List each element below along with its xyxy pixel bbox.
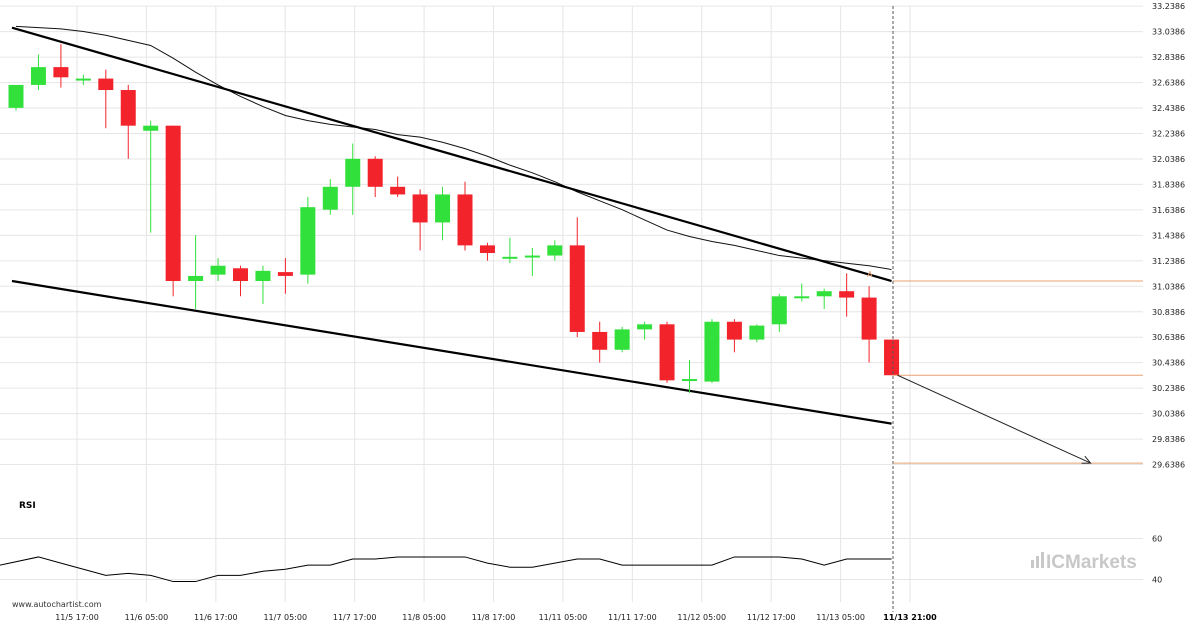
y-tick-label: 33.2386	[1152, 2, 1185, 11]
x-tick-label: 11/12 05:00	[677, 613, 726, 622]
y-tick-label: 31.4386	[1152, 231, 1185, 240]
candle	[412, 189, 428, 251]
candle	[749, 324, 765, 343]
rsi-tick-label: 60	[1152, 535, 1162, 544]
brand-logo: ICMarkets	[1031, 552, 1137, 573]
overlay: A	[867, 6, 1143, 612]
candle	[367, 156, 383, 197]
x-tick-label: 11/6 17:00	[194, 613, 238, 622]
y-tick-label: 30.8386	[1152, 308, 1185, 317]
candle	[614, 326, 630, 353]
candle	[816, 288, 832, 310]
candle	[98, 69, 114, 129]
candle	[30, 54, 46, 91]
candles	[8, 44, 900, 394]
candle	[390, 176, 406, 197]
candle	[75, 74, 91, 85]
x-tick-label: 11/11 05:00	[539, 613, 588, 622]
projection-arrow	[897, 374, 1091, 464]
candle	[435, 186, 451, 241]
x-tick-label: 11/6 05:00	[125, 613, 169, 622]
site-watermark: www.autochartist.com	[12, 600, 102, 609]
candle	[682, 359, 697, 394]
rsi-title: RSI	[19, 501, 36, 511]
candle	[861, 286, 877, 363]
y-tick-label: 32.8386	[1152, 53, 1185, 62]
candle	[210, 258, 226, 282]
candle	[771, 293, 787, 332]
candle	[524, 247, 540, 276]
candle	[255, 265, 271, 304]
x-tick-label: 11/12 17:00	[747, 613, 796, 622]
moving-average-line	[15, 25, 892, 271]
candle	[726, 319, 742, 353]
x-tick-label: 11/13 05:00	[816, 613, 865, 622]
y-tick-label: 30.0386	[1152, 410, 1185, 419]
y-tick-label: 29.8386	[1152, 435, 1185, 444]
candle	[300, 196, 316, 284]
candle	[322, 179, 338, 215]
y-tick-label: 31.2386	[1152, 257, 1185, 266]
x-tick-label: 11/5 17:00	[55, 613, 99, 622]
rsi-tick-label: 40	[1152, 576, 1162, 585]
candle	[479, 242, 495, 261]
candle	[839, 273, 855, 317]
y-tick-label: 29.6386	[1152, 461, 1185, 470]
candle	[704, 319, 720, 383]
candle	[457, 181, 473, 251]
rsi-panel	[0, 556, 892, 583]
y-tick-label: 30.6386	[1152, 333, 1185, 342]
candle	[502, 237, 518, 264]
candle	[547, 240, 563, 261]
trend-lines	[11, 25, 892, 425]
y-tick-label: 30.2386	[1152, 384, 1185, 393]
y-tick-label: 32.2386	[1152, 130, 1185, 139]
y-tick-label: 32.0386	[1152, 155, 1185, 164]
axis-labels: 33.2386 33.0386 32.8386 32.6386 32.4386 32.23…	[55, 2, 1185, 622]
projection-arrow-head	[1081, 455, 1092, 464]
lower-trendline	[11, 279, 892, 425]
upper-trendline	[11, 26, 892, 283]
candle	[637, 321, 653, 340]
candle	[592, 321, 608, 363]
x-tick-label: 11/8 17:00	[472, 613, 516, 622]
y-tick-label: 30.4386	[1152, 359, 1185, 368]
candle	[794, 283, 810, 302]
candle	[569, 217, 585, 338]
y-tick-label: 33.0386	[1152, 28, 1185, 37]
candle	[120, 84, 136, 159]
candle	[233, 265, 248, 297]
candle	[188, 235, 204, 310]
candle	[143, 120, 159, 233]
current-time-label: 11/13 21:00	[883, 613, 937, 622]
candle	[884, 339, 900, 376]
candle	[53, 44, 69, 88]
y-tick-label: 31.8386	[1152, 180, 1185, 189]
x-tick-label: 11/8 05:00	[402, 613, 446, 622]
candle	[8, 84, 24, 111]
candle	[659, 321, 675, 383]
y-tick-label: 31.6386	[1152, 206, 1185, 215]
x-tick-label: 11/7 05:00	[263, 613, 307, 622]
bars-icon	[1031, 552, 1044, 568]
y-tick-label: 31.0386	[1152, 282, 1185, 291]
rsi-line	[0, 556, 892, 583]
candle	[345, 143, 361, 215]
y-tick-label: 32.6386	[1152, 79, 1185, 88]
candle	[277, 258, 293, 294]
pattern-point-label: A	[867, 270, 873, 279]
x-tick-label: 11/11 17:00	[608, 613, 657, 622]
x-tick-label: 11/7 17:00	[333, 613, 377, 622]
candle	[165, 125, 181, 297]
brand-name: ICMarkets	[1046, 552, 1137, 573]
rsi-grid	[0, 538, 1143, 580]
y-tick-label: 32.4386	[1152, 104, 1185, 113]
